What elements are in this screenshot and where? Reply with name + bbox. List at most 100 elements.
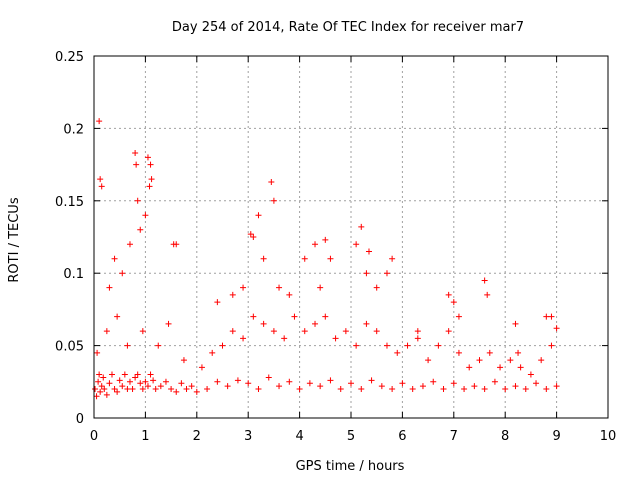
data-point [116, 377, 123, 384]
data-point [435, 342, 442, 349]
data-point [255, 212, 262, 219]
data-point [147, 371, 154, 378]
x-tick-label: 8 [501, 429, 509, 444]
data-point [399, 380, 406, 387]
data-point [144, 154, 151, 161]
data-point [126, 378, 133, 385]
data-point [111, 386, 118, 393]
data-point [270, 328, 277, 335]
data-point [139, 386, 146, 393]
data-point [348, 380, 354, 387]
data-point [132, 150, 139, 157]
data-point [507, 357, 514, 364]
x-tick-label: 9 [552, 429, 560, 444]
data-point [317, 284, 324, 291]
data-point [517, 364, 524, 371]
data-point [250, 234, 257, 240]
data-point [129, 386, 136, 393]
data-point [101, 386, 108, 393]
x-tick-label: 1 [141, 429, 149, 444]
data-point [268, 178, 275, 185]
data-point [106, 380, 113, 387]
data-point [476, 357, 483, 364]
data-point [445, 328, 452, 335]
y-tick-label: 0.05 [55, 340, 84, 355]
data-point [255, 386, 262, 393]
data-point [484, 291, 491, 298]
data-point [306, 380, 313, 387]
data-point [322, 236, 329, 243]
data-point [322, 313, 329, 320]
y-tick-label: 0.2 [63, 122, 84, 137]
data-point [312, 320, 319, 327]
data-point [353, 241, 360, 248]
data-point [97, 176, 104, 183]
data-point [358, 386, 365, 393]
data-point [98, 183, 105, 190]
data-point [491, 378, 498, 385]
data-point [512, 383, 519, 390]
x-tick-label: 6 [398, 429, 406, 444]
y-tick-label: 0 [76, 412, 84, 427]
data-point [260, 255, 267, 262]
data-point [455, 313, 462, 320]
data-point [106, 284, 113, 291]
data-point [327, 377, 334, 384]
data-point [445, 291, 452, 298]
data-point [165, 320, 172, 327]
data-point [548, 342, 555, 349]
data-point [383, 342, 390, 349]
data-point [301, 328, 308, 335]
data-point [522, 386, 529, 393]
data-point [96, 118, 103, 125]
data-point [224, 383, 231, 390]
x-tick-label: 10 [600, 429, 617, 444]
data-point [94, 349, 101, 356]
data-point [155, 342, 162, 349]
data-point [414, 328, 421, 335]
data-point [265, 374, 272, 381]
data-point [389, 386, 396, 393]
data-point [111, 255, 118, 262]
data-point [142, 212, 149, 219]
data-point [353, 342, 360, 349]
data-point [342, 328, 349, 335]
data-point [455, 349, 462, 356]
data-point [95, 378, 102, 385]
data-point [103, 328, 110, 335]
data-point [214, 378, 221, 385]
data-point [180, 357, 187, 364]
y-axis-label: ROTI / TECUs [7, 197, 22, 282]
data-point [132, 374, 139, 381]
data-point [240, 335, 247, 342]
data-point [471, 383, 478, 390]
x-tick-label: 0 [90, 429, 98, 444]
data-point [383, 270, 390, 277]
data-point [178, 380, 185, 387]
data-point [157, 383, 164, 390]
data-point [168, 386, 175, 393]
x-tick-label: 7 [450, 429, 458, 444]
data-point [209, 349, 216, 356]
data-point [363, 320, 370, 327]
data-point [389, 255, 396, 262]
data-point [553, 325, 560, 332]
data-point [119, 383, 126, 390]
data-point [198, 364, 205, 371]
data-point [150, 377, 157, 384]
data-point [173, 388, 180, 395]
data-point [502, 386, 509, 393]
data-point [425, 357, 432, 364]
data-point [173, 241, 180, 248]
data-point [245, 380, 252, 387]
y-tick-label: 0.15 [55, 195, 84, 210]
data-point [124, 386, 131, 393]
data-point [250, 313, 257, 320]
data-point [162, 378, 169, 385]
data-point [229, 291, 236, 298]
data-point [98, 383, 105, 390]
data-point [240, 284, 247, 291]
y-tick-label: 0.25 [55, 50, 84, 65]
data-point [124, 342, 131, 349]
